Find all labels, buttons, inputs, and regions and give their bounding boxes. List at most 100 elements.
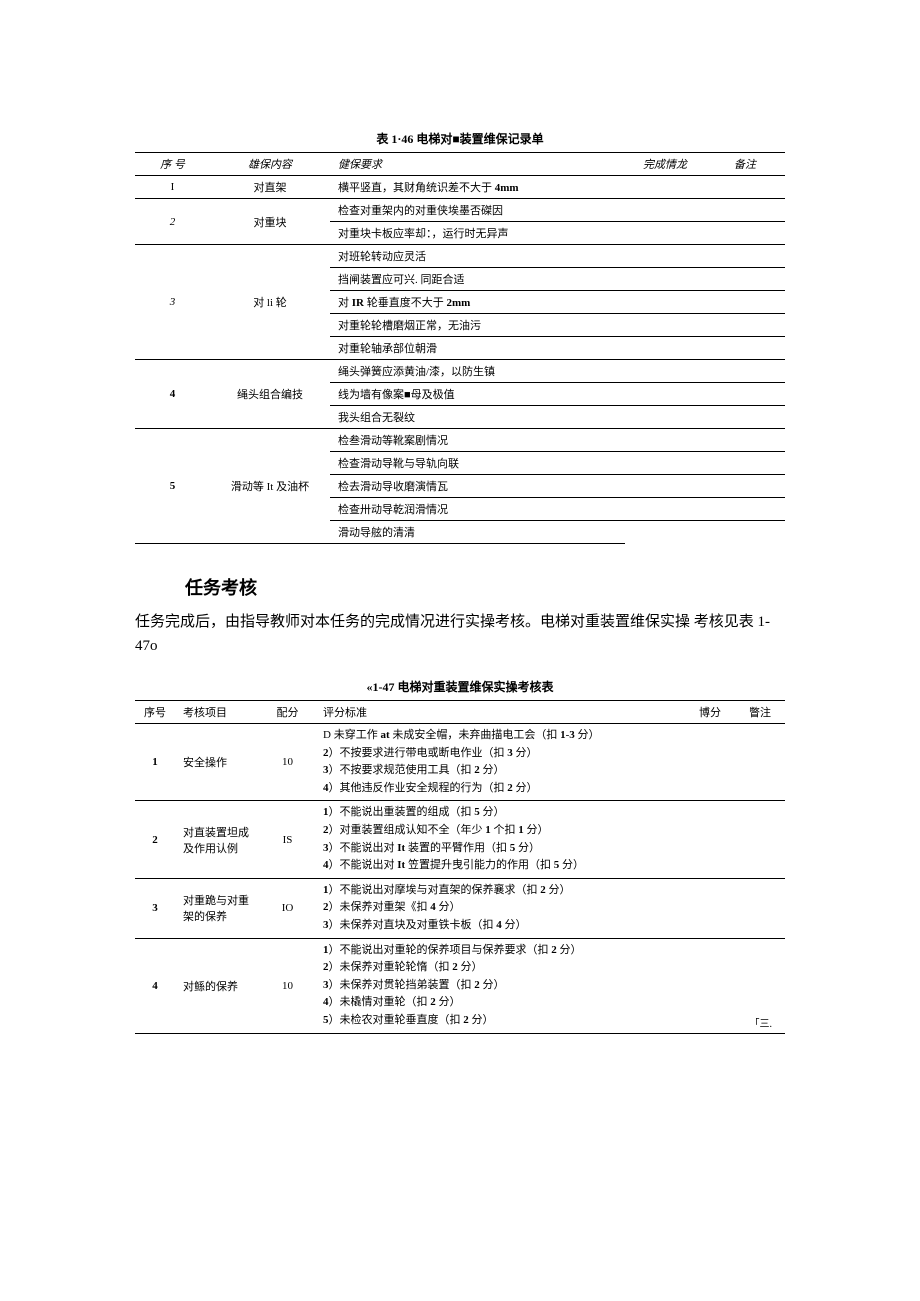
section-heading: 任务考核	[185, 574, 785, 600]
assess-gained	[685, 938, 735, 1033]
table-row-note	[705, 406, 785, 429]
table-row-requirement: 对班轮转动应灵活	[330, 245, 625, 268]
table-row-completion	[625, 406, 705, 429]
assess-score: 10	[260, 938, 315, 1033]
assess-seq: 1	[135, 724, 175, 801]
table-row-note	[705, 475, 785, 498]
assess-gained	[685, 801, 735, 878]
table-row-item: 滑动等 It 及油杯	[210, 429, 330, 544]
table-row-completion	[625, 291, 705, 314]
table-row-requirement: 检去滑动导收磨演情瓦	[330, 475, 625, 498]
table2-title: «1-47 电梯对重装置维保实操考核表	[135, 678, 785, 695]
assess-criteria: 1）不能说出重装置的组成（扣 5 分）2）对重装置组成认知不全（年少 1 个扣 …	[315, 801, 685, 878]
t2-h3: 配分	[260, 701, 315, 724]
table-row-completion	[625, 498, 705, 521]
table-row-completion	[625, 383, 705, 406]
assess-score: 10	[260, 724, 315, 801]
table-row-completion	[625, 245, 705, 268]
t2-h2: 考核项目	[175, 701, 260, 724]
table-row-requirement: 对 IR 轮垂直度不大于 2mm	[330, 291, 625, 314]
table-row-note	[705, 337, 785, 360]
t1-h4: 完成情龙	[625, 153, 705, 176]
table1-title: 表 1·46 电梯对■装置维保记录单	[135, 130, 785, 147]
assess-seq: 4	[135, 938, 175, 1033]
table-row-completion	[625, 268, 705, 291]
table-row-seq: 2	[135, 199, 210, 245]
table-row-completion	[625, 452, 705, 475]
table-row-note	[705, 383, 785, 406]
table-row-completion	[625, 337, 705, 360]
table-row-seq: I	[135, 176, 210, 199]
assess-item: 安全操作	[175, 724, 260, 801]
table-row-item: 对 li 轮	[210, 245, 330, 360]
assess-remark: 「三.	[735, 938, 785, 1033]
t1-h3: 健保要求	[330, 153, 625, 176]
table-row-requirement: 对重轮轮槽磨烟正常，无油污	[330, 314, 625, 337]
table-row-completion	[625, 521, 705, 544]
table-row-requirement: 线为墙有像案■母及极值	[330, 383, 625, 406]
section-body: 任务完成后，由指导教师对本任务的完成情况进行实操考核。电梯对重装置维保实操 考核…	[135, 610, 785, 658]
assess-gained	[685, 878, 735, 938]
table-row-completion	[625, 176, 705, 199]
table-row-item: 对重块	[210, 199, 330, 245]
t2-h4: 评分标准	[315, 701, 685, 724]
table-row-note	[705, 360, 785, 383]
assess-score: IS	[260, 801, 315, 878]
table-row-requirement: 检查卅动导乾润滑情况	[330, 498, 625, 521]
table-row-note	[705, 314, 785, 337]
table-row-requirement: 检叁滑动等靴案剧情况	[330, 429, 625, 452]
assess-criteria: 1）不能说出对摩埃与对直架的保养襄求（扣 2 分）2）未保养对重架《扣 4 分）…	[315, 878, 685, 938]
table-row-requirement: 检查滑动导靴与导轨向联	[330, 452, 625, 475]
corner-note: 「三.	[743, 1015, 777, 1030]
assess-seq: 3	[135, 878, 175, 938]
table-row-note	[705, 222, 785, 245]
table-row-requirement: 滑动导舷的清清	[330, 521, 625, 544]
table-row-completion	[625, 360, 705, 383]
t1-h1: 序 号	[135, 153, 210, 176]
assess-criteria: 1）不能说出对重轮的保养项目与保养要求（扣 2 分）2）未保养对重轮轮惰（扣 2…	[315, 938, 685, 1033]
assessment-table: 序号 考核项目 配分 评分标准 博分 瞥注 1安全操作10D 未穿工作 at 未…	[135, 700, 785, 1034]
t1-h2: 雄保内容	[210, 153, 330, 176]
t2-h1: 序号	[135, 701, 175, 724]
table-row-note	[705, 199, 785, 222]
table-row-seq: 3	[135, 245, 210, 360]
t1-h5: 备注	[705, 153, 785, 176]
assess-item: 对鲧的保养	[175, 938, 260, 1033]
assess-item: 对重跪与对重架的保养	[175, 878, 260, 938]
table-row-requirement: 对重轮轴承部位朝滑	[330, 337, 625, 360]
table-row-completion	[625, 429, 705, 452]
table-row-note	[705, 176, 785, 199]
table-row-note	[705, 245, 785, 268]
assess-criteria: D 未穿工作 at 未成安全帽，未弃曲描电工会（扣 1-3 分）2）不按要求进行…	[315, 724, 685, 801]
t2-h5: 博分	[685, 701, 735, 724]
table-row-note	[705, 429, 785, 452]
t2-h6: 瞥注	[735, 701, 785, 724]
table-row-completion	[625, 222, 705, 245]
assess-remark	[735, 878, 785, 938]
assess-seq: 2	[135, 801, 175, 878]
table-row-completion	[625, 475, 705, 498]
table-row-seq: 4	[135, 360, 210, 429]
assess-remark	[735, 801, 785, 878]
table-row-note	[705, 521, 785, 544]
table-row-note	[705, 268, 785, 291]
assess-gained	[685, 724, 735, 801]
table-row-item: 绳头组合编技	[210, 360, 330, 429]
table-row-seq: 5	[135, 429, 210, 544]
table-row-note	[705, 452, 785, 475]
table-row-requirement: 挡闸装置应可兴. 同距合适	[330, 268, 625, 291]
assess-score: IO	[260, 878, 315, 938]
table-row-note	[705, 291, 785, 314]
table-row-requirement: 我头组合无裂纹	[330, 406, 625, 429]
table-row-requirement: 横平竖直，其财角统识差不大于 4mm	[330, 176, 625, 199]
table-row-completion	[625, 199, 705, 222]
record-table: 序 号 雄保内容 健保要求 完成情龙 备注 I对直架横平竖直，其财角统识差不大于…	[135, 152, 785, 544]
table-row-requirement: 检查对重架内的对重侠埃墨否磔因	[330, 199, 625, 222]
table-row-requirement: 对重块卡板应率却：，运行时无异声	[330, 222, 625, 245]
assess-remark	[735, 724, 785, 801]
table-row-item: 对直架	[210, 176, 330, 199]
table-row-completion	[625, 314, 705, 337]
table-row-note	[705, 498, 785, 521]
table-row-requirement: 绳头弹簧应添黄油/漆，以防生镇	[330, 360, 625, 383]
assess-item: 对直装置坦成及作用认例	[175, 801, 260, 878]
